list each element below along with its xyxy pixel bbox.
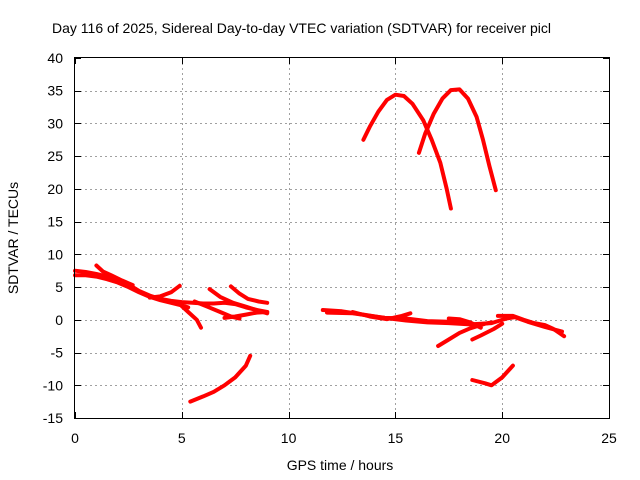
y-tick-label-6: 15 xyxy=(47,214,63,230)
data-series xyxy=(73,87,567,404)
x-tick-label-4: 20 xyxy=(494,430,510,446)
y-tick-label-8: 25 xyxy=(47,148,63,164)
data-trace-17 xyxy=(495,313,567,339)
data-trace-2 xyxy=(73,273,191,310)
data-trace-18 xyxy=(470,363,515,388)
y-tick-label-4: 5 xyxy=(55,279,63,295)
data-trace-3 xyxy=(94,263,135,288)
data-trace-19 xyxy=(361,92,453,211)
y-tick-label-3: 0 xyxy=(55,312,63,328)
data-trace-13 xyxy=(350,310,413,322)
axes: 0 5 10 15 20 25 -15 -10 -5 0 5 10 15 20 25 30 35 40 xyxy=(43,50,617,446)
x-tick-label-0: 0 xyxy=(71,430,79,446)
y-tick-label-7: 20 xyxy=(47,181,63,197)
x-tick-label-1: 5 xyxy=(178,430,186,446)
data-trace-9 xyxy=(222,310,270,320)
data-trace-16 xyxy=(470,321,505,342)
chart-title: Day 116 of 2025, Sidereal Day-to-day VTE… xyxy=(52,20,551,36)
y-axis-label: SDTVAR / TECUs xyxy=(5,182,21,294)
y-tick-label-9: 30 xyxy=(47,115,63,131)
plot-frame xyxy=(74,57,610,419)
x-tick-label-3: 15 xyxy=(388,430,404,446)
data-trace-15 xyxy=(436,320,494,348)
y-tick-label-5: 10 xyxy=(47,246,63,262)
x-tick-label-5: 25 xyxy=(601,430,617,446)
data-trace-10 xyxy=(188,353,253,404)
y-tick-label-0: -15 xyxy=(43,410,63,426)
x-axis-label: GPS time / hours xyxy=(287,457,394,473)
y-tick-label-2: -5 xyxy=(51,345,64,361)
x-tick-label-2: 10 xyxy=(281,430,297,446)
y-tick-label-11: 40 xyxy=(47,50,63,66)
data-trace-8 xyxy=(228,284,270,305)
data-trace-4 xyxy=(147,283,182,300)
y-tick-label-1: -10 xyxy=(43,377,63,393)
grid-lines xyxy=(75,58,609,418)
y-tick-label-10: 35 xyxy=(47,83,63,99)
data-trace-5 xyxy=(177,302,203,330)
data-trace-20 xyxy=(416,87,498,193)
